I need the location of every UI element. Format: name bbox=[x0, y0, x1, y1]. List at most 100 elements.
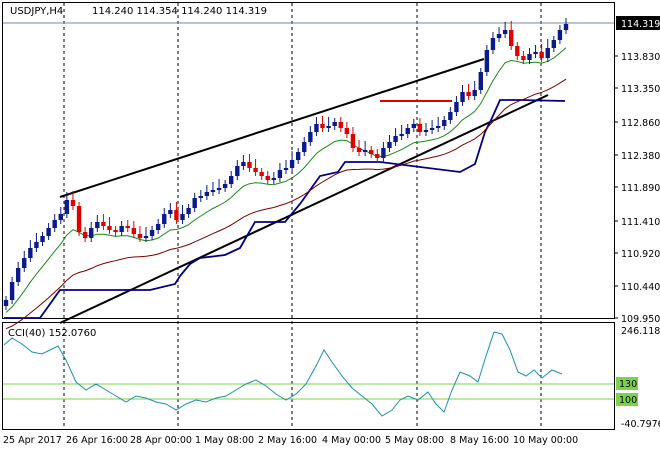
candle-body bbox=[417, 124, 423, 132]
candle-body bbox=[174, 210, 179, 220]
candle-body bbox=[375, 154, 380, 158]
cci-level-130-tag bbox=[616, 377, 638, 390]
cci-level-100-tag bbox=[616, 393, 638, 406]
candle-body bbox=[192, 198, 197, 208]
price-label-4: 112.380 bbox=[621, 151, 660, 162]
candle-body bbox=[76, 206, 82, 232]
candle-body bbox=[490, 38, 496, 50]
candle-body bbox=[259, 172, 264, 176]
cci-level-100-label: 100 bbox=[619, 395, 637, 406]
candle-body bbox=[362, 150, 368, 152]
price-label-8: 110.440 bbox=[621, 282, 660, 293]
time-label-8: 8 May 16:00 bbox=[450, 435, 509, 446]
lower-trendline[interactable] bbox=[59, 94, 549, 324]
time-label-6: 4 May 00:00 bbox=[322, 435, 381, 446]
candle-body bbox=[149, 230, 155, 236]
candle-body bbox=[326, 126, 331, 128]
candle-body bbox=[137, 234, 143, 238]
candle-body bbox=[28, 248, 33, 258]
candle-body bbox=[563, 24, 569, 30]
time-label-2: 26 Apr 16:00 bbox=[66, 435, 128, 446]
candle-body bbox=[89, 228, 94, 238]
candle-body bbox=[478, 72, 483, 90]
candle-body bbox=[3, 300, 9, 306]
candle-body bbox=[545, 48, 550, 58]
cci-max-label: 246.1186 bbox=[621, 326, 660, 337]
candle-body bbox=[52, 220, 57, 228]
time-label-9: 10 May 00:00 bbox=[513, 435, 578, 446]
price-label-3: 112.860 bbox=[621, 118, 660, 129]
candle-body bbox=[472, 90, 477, 96]
time-label-5: 2 May 16:00 bbox=[258, 435, 317, 446]
main-chart-frame[interactable] bbox=[2, 2, 615, 319]
candle-body bbox=[58, 214, 63, 220]
candle-body bbox=[113, 230, 118, 232]
candle-body bbox=[423, 130, 429, 132]
candle-body bbox=[356, 148, 362, 152]
candle-body bbox=[229, 176, 234, 184]
candle-body bbox=[34, 242, 39, 248]
price-label-6: 111.410 bbox=[621, 217, 660, 228]
candle-body bbox=[168, 210, 173, 214]
candle-body bbox=[82, 232, 88, 238]
cci-min-label: -40.7976 bbox=[621, 419, 660, 430]
candle-body bbox=[253, 168, 258, 172]
candle-body bbox=[381, 148, 386, 158]
candle-body bbox=[210, 190, 216, 192]
price-label-2: 113.350 bbox=[621, 84, 660, 95]
candle-body bbox=[64, 200, 70, 214]
candle-body bbox=[222, 184, 228, 188]
candle-body bbox=[496, 34, 502, 38]
candle-body bbox=[454, 102, 459, 112]
candle-body bbox=[101, 222, 106, 226]
upper-trendline[interactable] bbox=[59, 58, 485, 198]
fast-moving-average bbox=[5, 47, 567, 313]
ohlc-values: 114.240 114.354 114.240 114.319 bbox=[92, 6, 267, 17]
candle-body bbox=[125, 226, 130, 228]
candle-body bbox=[332, 122, 337, 126]
current-price-label: 114.319 bbox=[621, 19, 660, 30]
candle-body bbox=[95, 222, 100, 228]
time-label-4: 1 May 08:00 bbox=[195, 435, 254, 446]
cci-title: CCI(40) 152.0760 bbox=[8, 328, 96, 339]
cci-panel-frame[interactable] bbox=[2, 322, 615, 430]
candle-body bbox=[435, 126, 441, 128]
price-label-1: 113.830 bbox=[621, 52, 660, 63]
candle-body bbox=[9, 282, 15, 300]
time-label-7: 5 May 08:00 bbox=[385, 435, 444, 446]
candle-body bbox=[527, 54, 532, 60]
cci-line bbox=[3, 331, 563, 417]
candle-body bbox=[271, 178, 277, 180]
candle-body bbox=[387, 142, 392, 148]
candle-body bbox=[350, 134, 356, 148]
cci-level-130-label: 130 bbox=[619, 379, 637, 390]
candle-body bbox=[40, 236, 45, 242]
current-price-tag bbox=[616, 16, 660, 30]
candle-body bbox=[338, 122, 343, 128]
price-label-5: 111.890 bbox=[621, 183, 660, 194]
candle-body bbox=[484, 50, 490, 72]
candle-body bbox=[216, 188, 222, 190]
time-axis: 25 Apr 2017 26 Apr 16:00 28 Apr 00:00 1 … bbox=[3, 435, 578, 446]
candle-body bbox=[235, 166, 240, 176]
candle-body bbox=[344, 128, 350, 134]
candle-body bbox=[162, 214, 167, 224]
candle-body bbox=[265, 176, 270, 180]
candle-body bbox=[551, 40, 557, 48]
candle-body bbox=[198, 196, 203, 198]
candle-body bbox=[393, 136, 398, 142]
slow-moving-average bbox=[5, 78, 567, 330]
candle-body bbox=[277, 170, 283, 178]
candle-body bbox=[448, 112, 453, 120]
candle-body bbox=[204, 192, 210, 196]
time-label-1: 25 Apr 2017 bbox=[3, 435, 62, 446]
candle-body bbox=[515, 46, 520, 56]
candle-body bbox=[70, 200, 76, 206]
candle-body bbox=[509, 30, 514, 46]
candle-body bbox=[119, 226, 124, 232]
candle-body bbox=[557, 30, 563, 40]
candle-body bbox=[533, 52, 538, 54]
time-label-3: 28 Apr 00:00 bbox=[130, 435, 192, 446]
